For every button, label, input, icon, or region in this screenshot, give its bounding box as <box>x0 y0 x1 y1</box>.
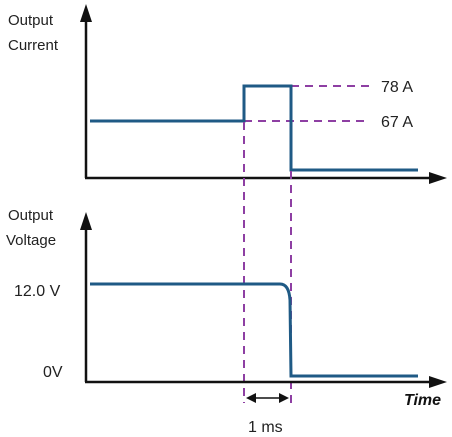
voltage-trace <box>90 282 418 378</box>
current-x-axis-arrow <box>429 172 447 184</box>
voltage-level-low-label: 0V <box>43 364 63 381</box>
time-axis-label: Time <box>404 392 441 409</box>
current-trace <box>90 84 418 172</box>
voltage-plot: Output Voltage 12.0 V 0V <box>6 207 447 388</box>
voltage-axis-label-line1: Output <box>8 207 54 224</box>
current-axis-label-line2: Current <box>8 37 59 54</box>
voltage-level-high-label: 12.0 V <box>14 283 61 300</box>
interval-arrow-right <box>279 393 289 403</box>
current-y-axis-arrow <box>80 4 92 22</box>
interval-arrow-left <box>246 393 256 403</box>
interval-marker: 1 ms <box>246 393 289 436</box>
current-plot: Output Current 78 A 67 A <box>8 4 447 184</box>
voltage-axis-label-line2: Voltage <box>6 232 56 249</box>
interval-label: 1 ms <box>248 419 283 436</box>
voltage-x-axis-arrow <box>429 376 447 388</box>
current-level-low-label: 67 A <box>381 114 413 131</box>
voltage-y-axis-arrow <box>80 212 92 230</box>
current-level-high-label: 78 A <box>381 79 413 96</box>
current-axis-label-line1: Output <box>8 12 54 29</box>
